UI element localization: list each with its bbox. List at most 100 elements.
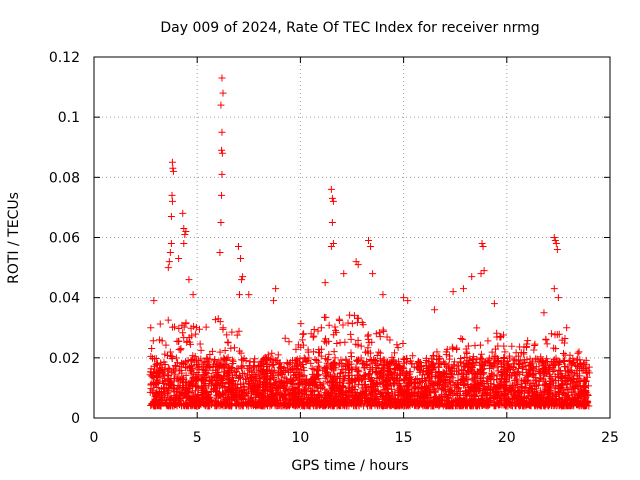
- data-point: [233, 391, 241, 399]
- data-point: [551, 237, 559, 245]
- data-point: [343, 402, 351, 410]
- data-point: [330, 348, 338, 356]
- data-point: [476, 374, 484, 382]
- data-point: [190, 376, 198, 384]
- data-point: [488, 369, 496, 377]
- y-tick-label: 0.12: [49, 50, 80, 66]
- data-point: [490, 394, 498, 402]
- data-point: [442, 402, 450, 410]
- data-point: [367, 397, 375, 405]
- data-points: [146, 74, 593, 410]
- data-point: [500, 385, 508, 393]
- data-point: [515, 401, 523, 409]
- data-point: [277, 369, 285, 377]
- data-point: [338, 366, 346, 374]
- data-point: [585, 369, 593, 377]
- data-point: [218, 375, 226, 383]
- data-point: [192, 330, 200, 338]
- data-point: [414, 392, 422, 400]
- data-point: [544, 365, 552, 373]
- data-point: [327, 373, 335, 381]
- data-point: [360, 359, 368, 367]
- data-point: [385, 370, 393, 378]
- data-point: [283, 377, 291, 385]
- data-point: [367, 243, 375, 251]
- data-point: [212, 363, 220, 371]
- data-point: [240, 382, 248, 390]
- data-point: [239, 273, 247, 281]
- data-point: [236, 291, 244, 299]
- data-point: [223, 331, 231, 339]
- data-point: [307, 330, 315, 338]
- data-point: [366, 369, 374, 377]
- data-point: [260, 368, 268, 376]
- data-point: [252, 401, 260, 409]
- data-point: [477, 368, 485, 376]
- data-point: [515, 402, 523, 410]
- data-point: [152, 396, 160, 404]
- data-point: [164, 264, 172, 272]
- data-point: [571, 369, 579, 377]
- data-point: [227, 344, 235, 352]
- data-point: [147, 324, 155, 332]
- data-point: [328, 218, 336, 226]
- data-point: [218, 128, 226, 136]
- data-point: [167, 375, 175, 383]
- data-point: [357, 342, 365, 350]
- data-point: [522, 365, 530, 373]
- data-point: [540, 402, 548, 410]
- data-point: [309, 397, 317, 405]
- data-point: [223, 372, 231, 380]
- data-point: [287, 366, 295, 374]
- data-point: [203, 388, 211, 396]
- data-point: [412, 375, 420, 383]
- data-point: [202, 369, 210, 377]
- data-point: [556, 367, 564, 375]
- data-point: [164, 391, 172, 399]
- data-point: [490, 402, 498, 410]
- data-point: [228, 373, 236, 381]
- data-point: [419, 395, 427, 403]
- data-point: [372, 330, 380, 338]
- data-point: [232, 401, 240, 409]
- data-point: [270, 297, 278, 305]
- data-point: [351, 375, 359, 383]
- data-point: [520, 356, 528, 364]
- data-point: [229, 360, 237, 368]
- data-point: [584, 382, 592, 390]
- data-point: [570, 375, 578, 383]
- data-point: [464, 368, 472, 376]
- data-point: [380, 383, 388, 391]
- data-point: [331, 323, 339, 331]
- data-point: [322, 355, 330, 363]
- data-point: [530, 379, 538, 387]
- data-point: [542, 336, 550, 344]
- data-point: [322, 370, 330, 378]
- data-point: [478, 395, 486, 403]
- data-point: [383, 376, 391, 384]
- data-point: [322, 335, 330, 343]
- data-point: [168, 197, 176, 205]
- data-point: [543, 391, 551, 399]
- data-point: [336, 372, 344, 380]
- data-point: [270, 375, 278, 383]
- data-point: [553, 331, 561, 339]
- data-point: [527, 384, 535, 392]
- data-point: [449, 345, 457, 353]
- data-point: [187, 324, 195, 332]
- data-point: [176, 375, 184, 383]
- data-point: [373, 352, 381, 360]
- data-point: [172, 365, 180, 373]
- data-point: [469, 355, 477, 363]
- data-point: [357, 391, 365, 399]
- data-point: [151, 389, 159, 397]
- data-point: [162, 341, 170, 349]
- data-point: [273, 391, 281, 399]
- data-point: [325, 350, 333, 358]
- data-point: [446, 381, 454, 389]
- data-point: [399, 339, 407, 347]
- data-point: [567, 366, 575, 374]
- data-point: [239, 399, 247, 407]
- data-point: [237, 255, 245, 263]
- data-point: [460, 360, 468, 368]
